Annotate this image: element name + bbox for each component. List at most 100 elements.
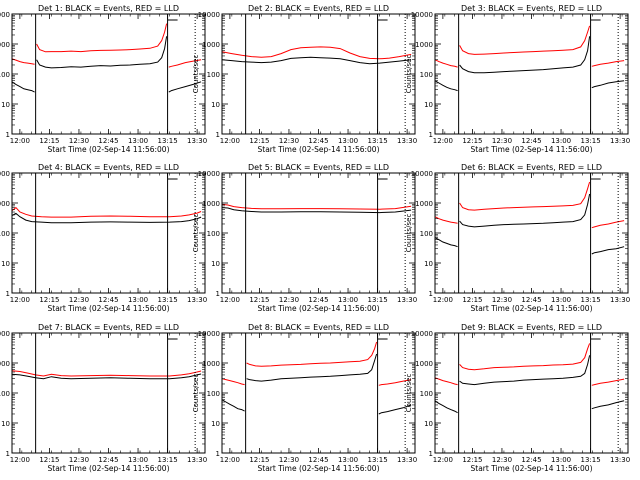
y-tick-label: 10 xyxy=(211,420,220,428)
lld-line-seg-0 xyxy=(221,203,412,210)
y-tick-label: 100 xyxy=(0,390,10,398)
y-tick-label: 1 xyxy=(429,450,433,458)
x-tick-label: 13:00 xyxy=(338,296,358,304)
panel-title: Det 6: BLACK = Events, RED = LLD xyxy=(461,163,602,172)
lld-line-seg-1 xyxy=(459,343,591,371)
y-tick-label: 10 xyxy=(424,260,433,268)
x-tick-label: 13:00 xyxy=(128,456,148,464)
events-line-seg-2 xyxy=(591,246,625,255)
y-tick-label: 10 xyxy=(1,420,10,428)
x-axis-label: Start Time (02-Sep-14 11:56:00) xyxy=(471,304,593,313)
x-axis-label: Start Time (02-Sep-14 11:56:00) xyxy=(471,145,593,154)
events-line-seg-1 xyxy=(459,193,591,228)
plot-frame xyxy=(434,13,629,135)
x-tick-label: 13:30 xyxy=(187,456,207,464)
x-tick-label: 12:30 xyxy=(279,137,299,145)
panel-det-6: Det 6: BLACK = Events, RED = LLD 1 10 100 10… xyxy=(405,163,630,313)
panel-det-7: Det 7: BLACK = Events, RED = LLD 1 10 100 10… xyxy=(0,323,207,473)
lld-line-seg-0 xyxy=(221,46,412,60)
x-tick-label: 12:15 xyxy=(249,296,269,304)
panel-det-9: Det 9: BLACK = Events, RED = LLD 1 10 100 10… xyxy=(405,323,630,473)
x-tick-label: 13:15 xyxy=(367,137,387,145)
x-axis-label: Start Time (02-Sep-14 11:56:00) xyxy=(48,304,170,313)
y-tick-label: 1 xyxy=(216,131,220,139)
y-tick-label: 10000 xyxy=(0,11,10,19)
x-tick-label: 12:30 xyxy=(279,296,299,304)
x-tick-label: 12:00 xyxy=(433,137,453,145)
events-line-seg-0 xyxy=(221,207,412,214)
plot-frame xyxy=(434,172,629,294)
panel-title: Det 7: BLACK = Events, RED = LLD xyxy=(38,323,179,332)
lld-line-seg-0 xyxy=(11,370,202,377)
x-tick-label: 13:00 xyxy=(128,137,148,145)
x-tick-label: 12:30 xyxy=(492,296,512,304)
x-tick-label: 12:00 xyxy=(10,456,30,464)
x-tick-label: 12:00 xyxy=(220,137,240,145)
y-tick-label: 10 xyxy=(211,260,220,268)
x-tick-label: 12:30 xyxy=(69,456,89,464)
events-line-seg-0 xyxy=(11,212,202,224)
plot-frame xyxy=(221,172,416,294)
y-tick-label: 1000 xyxy=(415,41,433,49)
lld-line-seg-2 xyxy=(591,378,625,386)
x-tick-label: 13:00 xyxy=(551,456,571,464)
events-line-seg-2 xyxy=(591,80,625,89)
x-tick-label: 12:45 xyxy=(521,137,541,145)
y-tick-label: 1 xyxy=(429,290,433,298)
x-tick-label: 12:00 xyxy=(220,296,240,304)
x-tick-label: 13:00 xyxy=(551,137,571,145)
y-tick-label: 100 xyxy=(420,390,433,398)
y-tick-label: 100 xyxy=(420,230,433,238)
events-line-seg-2 xyxy=(168,81,202,93)
x-tick-label: 13:15 xyxy=(580,137,600,145)
y-tick-label: 10 xyxy=(1,101,10,109)
x-tick-label: 13:15 xyxy=(367,456,387,464)
x-tick-label: 12:45 xyxy=(98,137,118,145)
plot-frame xyxy=(221,332,416,454)
x-tick-label: 12:00 xyxy=(10,296,30,304)
y-tick-label: 10000 xyxy=(198,330,220,338)
events-line-seg-0 xyxy=(434,400,458,414)
events-line-seg-2 xyxy=(378,404,412,415)
y-tick-label: 100 xyxy=(207,230,220,238)
panel-title: Det 5: BLACK = Events, RED = LLD xyxy=(248,163,389,172)
x-tick-label: 12:00 xyxy=(10,137,30,145)
events-line-seg-1 xyxy=(459,355,591,386)
x-tick-label: 13:00 xyxy=(551,296,571,304)
panel-title: Det 3: BLACK = Events, RED = LLD xyxy=(461,4,602,13)
events-line-seg-1 xyxy=(246,353,378,382)
y-tick-label: 1 xyxy=(6,290,10,298)
y-tick-label: 1000 xyxy=(202,360,220,368)
y-tick-label: 1000 xyxy=(415,200,433,208)
x-axis-label: Start Time (02-Sep-14 11:56:00) xyxy=(48,464,170,473)
y-tick-label: 1000 xyxy=(202,41,220,49)
x-tick-label: 12:45 xyxy=(98,456,118,464)
y-axis-label: Counts/sec xyxy=(405,55,413,94)
panel-title: Det 9: BLACK = Events, RED = LLD xyxy=(461,323,602,332)
y-tick-label: 100 xyxy=(0,230,10,238)
panel-title: Det 8: BLACK = Events, RED = LLD xyxy=(248,323,389,332)
y-axis-label: Counts/sec xyxy=(192,374,200,413)
x-tick-label: 12:15 xyxy=(39,456,59,464)
panel-det-3: Det 3: BLACK = Events, RED = LLD 1 10 100 10… xyxy=(405,4,630,154)
x-tick-label: 13:15 xyxy=(580,296,600,304)
y-tick-label: 10 xyxy=(424,420,433,428)
y-tick-label: 1000 xyxy=(415,360,433,368)
x-tick-label: 13:15 xyxy=(580,456,600,464)
lld-line-seg-2 xyxy=(591,60,625,67)
y-tick-label: 100 xyxy=(207,71,220,79)
y-tick-label: 1 xyxy=(429,131,433,139)
plot-frame xyxy=(221,13,416,135)
x-tick-label: 12:15 xyxy=(39,296,59,304)
x-tick-label: 13:00 xyxy=(338,137,358,145)
x-tick-label: 12:15 xyxy=(249,137,269,145)
x-tick-label: 13:30 xyxy=(397,296,417,304)
lld-line-seg-2 xyxy=(591,220,625,229)
y-tick-label: 10 xyxy=(1,260,10,268)
y-tick-label: 1 xyxy=(6,131,10,139)
lld-line-seg-1 xyxy=(459,25,591,55)
y-tick-label: 1 xyxy=(6,450,10,458)
x-tick-label: 12:15 xyxy=(462,296,482,304)
lld-line-seg-1 xyxy=(36,23,168,53)
plot-frame xyxy=(11,13,206,135)
